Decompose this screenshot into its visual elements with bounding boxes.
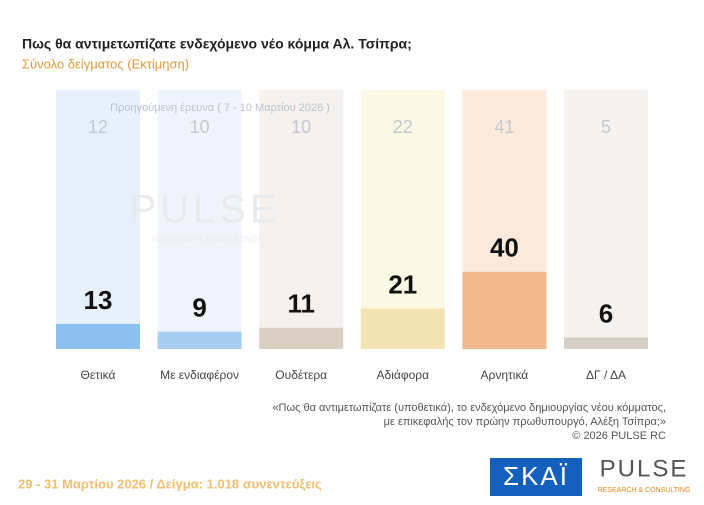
bar — [360, 308, 445, 349]
previous-column — [259, 90, 344, 349]
x-tick-label: Αδιάφορα — [377, 368, 430, 382]
previous-value: 10 — [291, 117, 311, 137]
previous-value: 5 — [601, 117, 611, 137]
value-label: 11 — [287, 289, 315, 319]
skai-logo-bg — [490, 458, 582, 496]
value-label: 21 — [388, 269, 417, 299]
bar — [157, 331, 242, 349]
value-label: 40 — [490, 233, 519, 263]
bar — [462, 271, 547, 349]
value-label: 6 — [599, 298, 613, 328]
previous-column — [564, 90, 648, 349]
previous-column — [56, 90, 140, 349]
x-tick-label: Με ενδιαφέρον — [160, 368, 239, 382]
x-tick-label: Αρνητικά — [481, 368, 529, 382]
pulse-logo: PULSE — [600, 455, 689, 482]
chart-subtitle: Σύνολο δείγματος (Εκτίμηση) — [22, 56, 189, 71]
bar — [259, 327, 344, 349]
chart-title: Πως θα αντιμετωπίζατε ενδεχόμενο νέο κόμ… — [22, 36, 412, 52]
value-label: 9 — [192, 293, 206, 323]
previous-column — [360, 90, 445, 349]
x-tick-label: ΔΓ / ΔΑ — [586, 368, 626, 382]
footnote: © 2026 PULSE RC — [572, 430, 666, 442]
previous-value: 41 — [494, 117, 514, 137]
previous-value: 22 — [393, 117, 413, 137]
footnote: «Πως θα αντιμετωπίζατε (υποθετικά), το ε… — [272, 402, 666, 414]
previous-value: 10 — [190, 117, 210, 137]
bar — [564, 337, 648, 349]
x-tick-label: Θετικά — [81, 368, 116, 382]
footer: 29 - 31 Μαρτίου 2026 / Δείγμα: 1.018 συν… — [18, 476, 322, 491]
x-tick-label: Ουδέτερα — [275, 368, 327, 382]
previous-value: 12 — [88, 117, 108, 137]
previous-column — [157, 90, 242, 349]
previous-label: Προηγούμενη έρευνα ( 7 - 10 Μαρτίου 2026… — [110, 102, 330, 114]
value-label: 13 — [84, 285, 113, 315]
bar — [56, 323, 140, 349]
skai-logo: ΣΚΑΪ — [503, 461, 569, 491]
pulse-logo-sub: RESEARCH & CONSULTING — [598, 487, 691, 494]
footnote: με επικεφαλής τον πρώην πρωθυπουργό, Αλέ… — [384, 416, 666, 428]
watermark: PULSE — [129, 188, 280, 232]
watermark-sub: RESEARCH & CONSULTING — [152, 235, 258, 244]
